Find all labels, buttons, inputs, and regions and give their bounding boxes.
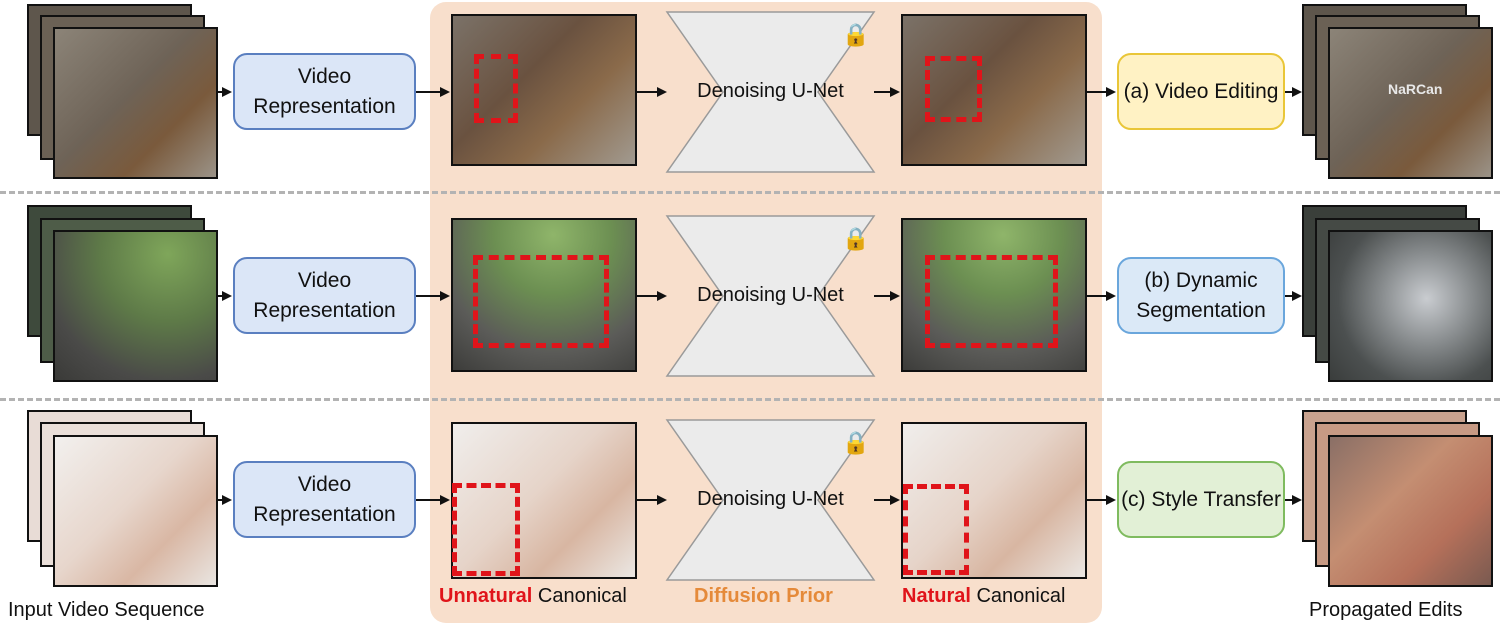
video-editing-box: (a) Video Editing — [1117, 53, 1285, 130]
input-caption: Input Video Sequence — [8, 599, 205, 621]
box-label: (b) Dynamic Segmentation — [1136, 268, 1266, 322]
box-label: Video Representation — [253, 64, 396, 118]
canonical-image-natural — [901, 14, 1087, 166]
overlay-text: NaRCan — [1388, 81, 1443, 97]
canonical-image-unnatural — [451, 422, 637, 579]
video-representation-box: Video Representation — [233, 53, 416, 130]
box-label: Video Representation — [253, 472, 396, 526]
input-frame-face — [53, 435, 218, 587]
canonical-word: Canonical — [537, 585, 627, 607]
row-divider — [0, 191, 1500, 194]
output-caption: Propagated Edits — [1309, 599, 1463, 621]
lock-icon: 🔒 — [842, 226, 870, 251]
dynamic-segmentation-box: (b) Dynamic Segmentation — [1117, 257, 1285, 334]
lock-icon: 🔒 — [842, 22, 870, 47]
canonical-image-unnatural — [451, 14, 637, 166]
lock-icon: 🔒 — [842, 430, 870, 455]
video-representation-box: Video Representation — [233, 461, 416, 538]
canonical-image-natural — [901, 422, 1087, 579]
unet-shape — [665, 215, 876, 377]
canonical-word: Canonical — [976, 585, 1066, 607]
box-label: (c) Style Transfer — [1121, 487, 1281, 511]
box-label: Video Representation — [253, 268, 396, 322]
unet-shape — [665, 419, 876, 581]
style-transfer-box: (c) Style Transfer — [1117, 461, 1285, 538]
highlight-box — [474, 54, 518, 123]
output-frame-stylized — [1328, 435, 1493, 587]
input-frame-train — [53, 230, 218, 382]
unnatural-word: Unnatural — [439, 585, 533, 607]
highlight-box — [452, 483, 520, 576]
natural-caption: Natural Canonical — [902, 585, 1065, 608]
box-label: (a) Video Editing — [1123, 79, 1279, 103]
row-divider — [0, 398, 1500, 401]
unet-label: Denoising U-Net — [697, 80, 844, 102]
natural-word: Natural — [902, 585, 971, 607]
output-frame-segmentation — [1328, 230, 1493, 382]
unet-shape — [665, 11, 876, 173]
output-frame-bear: NaRCan — [1328, 27, 1493, 179]
highlight-box — [473, 255, 609, 348]
unnatural-caption: Unnatural Canonical — [439, 585, 627, 608]
diffusion-prior-caption: Diffusion Prior — [694, 585, 833, 607]
highlight-box — [925, 56, 982, 122]
unet-label: Denoising U-Net — [697, 488, 844, 510]
input-frame-bear — [53, 27, 218, 179]
highlight-box — [903, 484, 969, 575]
unet-label: Denoising U-Net — [697, 284, 844, 306]
highlight-box — [925, 255, 1058, 348]
video-representation-box: Video Representation — [233, 257, 416, 334]
